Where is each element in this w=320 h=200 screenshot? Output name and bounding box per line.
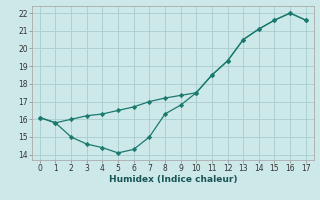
- X-axis label: Humidex (Indice chaleur): Humidex (Indice chaleur): [108, 175, 237, 184]
